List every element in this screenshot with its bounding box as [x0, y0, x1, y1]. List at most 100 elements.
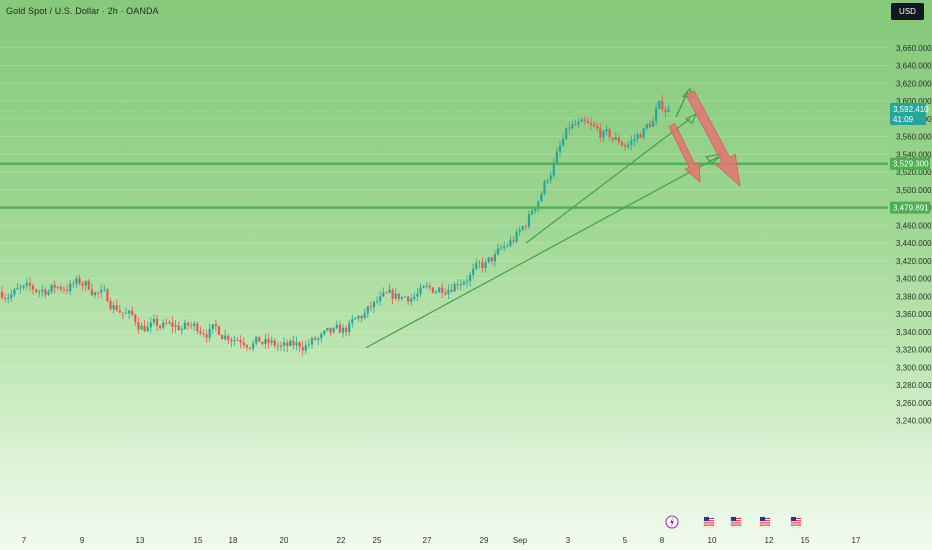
- y-tick-label: 3,320.000: [896, 346, 932, 355]
- candle: [239, 335, 242, 349]
- y-tick-label: 3,440.000: [896, 239, 932, 248]
- candle: [465, 275, 469, 288]
- candle: [379, 291, 382, 306]
- candle: [345, 325, 348, 337]
- candle: [97, 291, 100, 299]
- candle: [10, 290, 13, 302]
- x-tick-label: 15: [801, 536, 810, 545]
- candle: [555, 147, 558, 164]
- candle: [224, 329, 227, 341]
- us-flag-icon[interactable]: [758, 515, 772, 529]
- candle: [25, 278, 28, 290]
- y-tick-label: 3,540.000: [896, 150, 932, 159]
- candle: [338, 320, 341, 333]
- candle: [267, 333, 270, 349]
- candle: [469, 271, 472, 287]
- lightning-icon[interactable]: [665, 515, 679, 529]
- candle: [354, 317, 357, 320]
- us-flag-icon[interactable]: [702, 515, 716, 529]
- candle: [503, 241, 506, 251]
- candle: [245, 344, 248, 352]
- candle: [639, 132, 642, 138]
- candle: [655, 102, 658, 126]
- candle: [208, 323, 211, 342]
- candle: [450, 283, 453, 293]
- us-flag-icon[interactable]: [789, 515, 803, 529]
- candle: [527, 210, 531, 230]
- candle: [248, 347, 252, 351]
- candle: [100, 284, 103, 299]
- candle: [366, 305, 369, 318]
- candle: [332, 327, 335, 334]
- candle: [159, 324, 162, 331]
- y-tick-label: 3,260.000: [896, 399, 932, 408]
- candle: [348, 319, 351, 336]
- up-arrow-drawing[interactable]: [684, 113, 698, 125]
- candle: [59, 284, 62, 292]
- level-price-badge: 3,479.891: [890, 201, 930, 214]
- candle: [69, 279, 72, 295]
- candle: [574, 119, 577, 126]
- up-arrow-drawing[interactable]: [704, 152, 725, 164]
- candle: [112, 302, 115, 314]
- x-tick-label: 29: [480, 536, 489, 545]
- candle: [456, 279, 459, 290]
- us-flag-icon[interactable]: [729, 515, 743, 529]
- candle: [236, 337, 239, 341]
- candle: [81, 281, 84, 291]
- candle: [540, 191, 543, 202]
- candle: [307, 338, 310, 349]
- candle: [599, 123, 602, 142]
- candle: [174, 320, 177, 333]
- candle: [589, 117, 593, 130]
- candle: [648, 119, 651, 129]
- candle: [459, 278, 462, 291]
- candle: [627, 141, 630, 150]
- x-tick-label: 13: [136, 536, 145, 545]
- candle: [413, 292, 416, 302]
- y-tick-label: 3,340.000: [896, 328, 932, 337]
- candle: [397, 293, 400, 302]
- candle: [72, 280, 75, 289]
- candle: [152, 314, 155, 326]
- level-price-badge: 3,529.300: [890, 157, 930, 170]
- down-arrow-drawing[interactable]: [685, 90, 741, 188]
- y-tick-label: 3,620.000: [896, 79, 932, 88]
- candle: [565, 127, 568, 140]
- candle: [546, 178, 549, 185]
- trendline[interactable]: [525, 118, 691, 244]
- candle: [199, 326, 202, 336]
- candle: [524, 224, 527, 231]
- level-price-label: 3,479.891: [893, 204, 929, 213]
- candle: [596, 122, 599, 132]
- candle: [531, 208, 534, 216]
- currency-button[interactable]: USD: [891, 3, 924, 20]
- candle: [205, 329, 208, 343]
- y-tick-label: 3,240.000: [896, 417, 932, 426]
- candle: [286, 339, 289, 352]
- candle: [143, 320, 146, 333]
- candle: [31, 283, 35, 295]
- candle: [283, 337, 286, 352]
- x-tick-label: 25: [373, 536, 382, 545]
- down-arrow-drawing[interactable]: [668, 123, 701, 183]
- candle: [431, 286, 434, 294]
- candle: [128, 309, 131, 320]
- candle: [35, 288, 38, 294]
- candle: [41, 285, 44, 298]
- candle: [484, 259, 487, 274]
- candle: [493, 250, 496, 267]
- candle: [78, 274, 81, 286]
- y-tick-label: 3,300.000: [896, 363, 932, 372]
- candle: [165, 318, 168, 326]
- candle: [162, 319, 165, 330]
- candle: [149, 317, 152, 334]
- candle: [428, 283, 431, 291]
- candle: [636, 131, 639, 143]
- candle: [512, 236, 515, 245]
- candle: [351, 314, 354, 328]
- trendline[interactable]: [365, 156, 719, 349]
- chart-title: Gold Spot / U.S. Dollar · 2h · OANDA: [6, 6, 159, 16]
